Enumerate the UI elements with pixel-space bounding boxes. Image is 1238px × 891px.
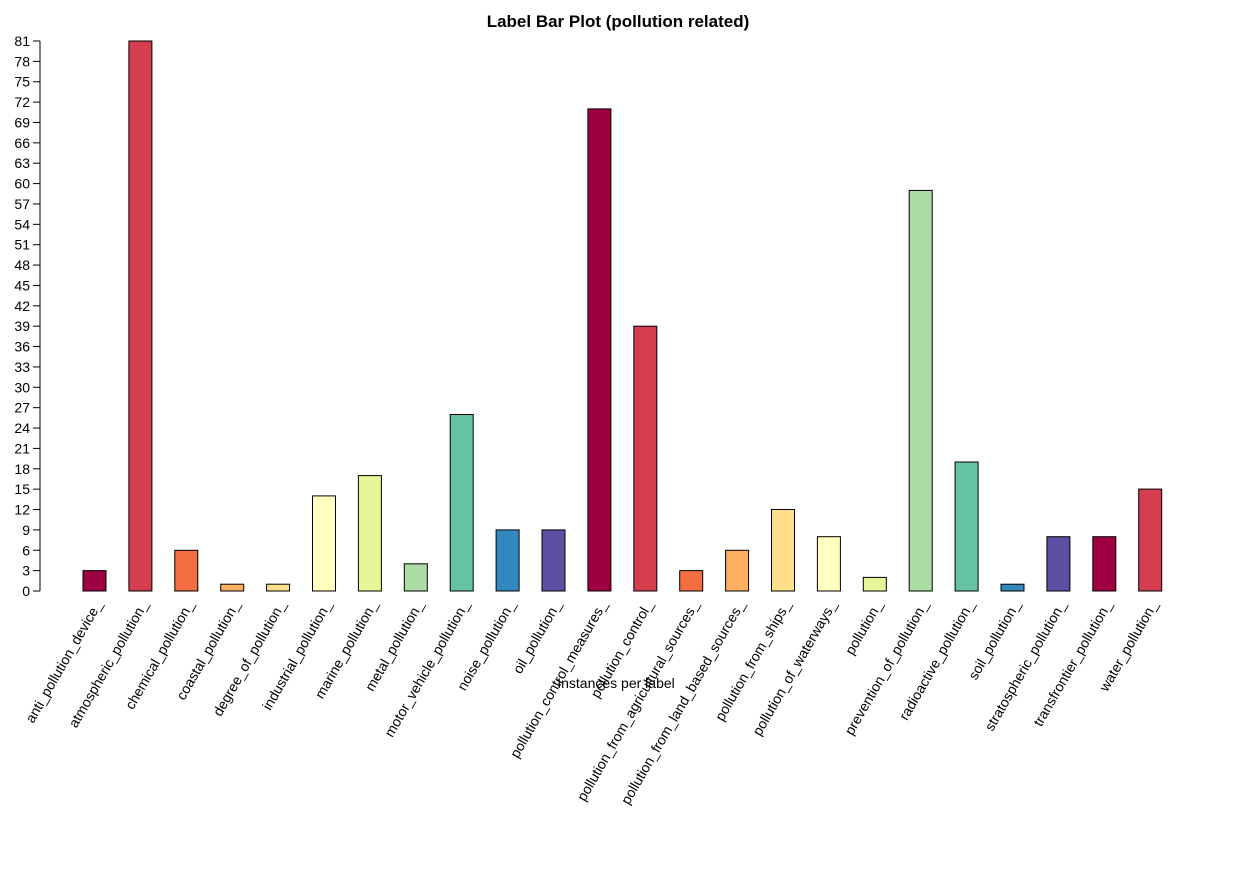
x-category-label: transfrontier_pollution_ (1030, 597, 1115, 729)
bar-anti-pollution-device (82, 570, 107, 592)
y-tick-label: 75 (14, 74, 30, 90)
y-tick-label: 78 (14, 53, 30, 69)
y-tick-label: 33 (14, 359, 30, 375)
y-tick-label: 15 (14, 481, 30, 497)
y-tick-label: 42 (14, 298, 30, 314)
bar-metal-pollution (403, 563, 428, 592)
bar-marine-pollution (357, 475, 382, 592)
x-category-label: prevention_of_pollution_ (841, 597, 931, 737)
bar-transfrontier-pollution (1092, 536, 1117, 592)
y-tick-label: 36 (14, 339, 30, 355)
x-category-label: motor_vehicle_pollution_ (381, 597, 472, 739)
y-tick-label: 45 (14, 277, 30, 293)
y-tick-label: 63 (14, 155, 30, 171)
y-tick-label: 54 (14, 216, 30, 232)
y-tick-label: 66 (14, 135, 30, 151)
y-tick-label: 60 (14, 176, 30, 192)
y-tick-label: 69 (14, 114, 30, 130)
bar-pollution-from-ships (771, 509, 795, 592)
bars-group (82, 40, 1163, 592)
y-tick-label: 81 (14, 33, 30, 49)
x-axis-labels: anti_pollution_device_atmospheric_pollut… (22, 597, 1161, 807)
x-category-label: stratospheric_pollution_ (981, 597, 1069, 733)
y-tick-label: 57 (14, 196, 30, 212)
x-axis-title: Instances per label (557, 675, 675, 691)
bar-water-pollution (1138, 488, 1163, 592)
bar-industrial-pollution (312, 495, 336, 592)
y-tick-label: 39 (14, 318, 30, 334)
bar-pollution-control-measures (587, 108, 612, 592)
bar-pollution (862, 576, 887, 592)
y-tick-label: 24 (14, 420, 30, 436)
y-tick-label: 0 (22, 583, 30, 599)
bar-radioactive-pollution (954, 461, 979, 592)
bar-pollution-control (633, 325, 658, 592)
bar-pollution-from-agricultural-sources (679, 570, 704, 592)
bar-motor-vehicle-pollution (449, 414, 474, 592)
bar-chemical-pollution (174, 549, 199, 592)
y-tick-label: 30 (14, 379, 30, 395)
bar-degree-of-pollution (266, 583, 291, 592)
bar-noise-pollution (495, 529, 520, 592)
bar-prevention-of-pollution (908, 189, 933, 592)
y-tick-label: 51 (14, 237, 30, 253)
y-tick-label: 12 (14, 502, 30, 518)
y-tick-label: 21 (14, 440, 30, 456)
bar-oil-pollution (541, 529, 566, 592)
y-tick-label: 6 (22, 542, 30, 558)
x-category-label: oil_pollution_ (509, 597, 564, 676)
bar-stratospheric-pollution (1046, 536, 1071, 592)
y-axis: 0369121518212427303336394245485154576063… (14, 33, 41, 599)
x-category-label: atmospheric_pollution_ (65, 597, 151, 730)
y-tick-label: 9 (22, 522, 30, 538)
x-category-label: pollution_of_waterways_ (749, 597, 840, 738)
y-tick-label: 27 (14, 400, 30, 416)
bar-coastal-pollution (220, 583, 245, 592)
chart-title: Label Bar Plot (pollution related) (487, 12, 750, 31)
bar-atmospheric-pollution (128, 40, 153, 592)
y-tick-label: 48 (14, 257, 30, 273)
x-category-label: pollution_ (842, 597, 886, 657)
y-tick-label: 72 (14, 94, 30, 110)
bar-pollution-of-waterways (816, 536, 841, 592)
bar-pollution-from-land-based-sources (725, 549, 750, 592)
bar-soil-pollution (1000, 583, 1025, 592)
y-tick-label: 3 (22, 563, 30, 579)
y-tick-label: 18 (14, 461, 30, 477)
